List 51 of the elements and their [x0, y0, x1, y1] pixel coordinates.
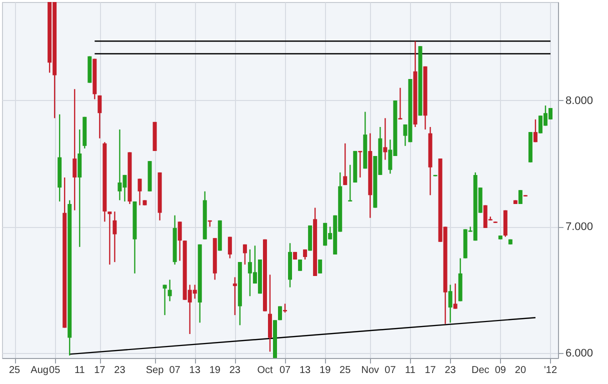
x-tick-label: 17 — [424, 365, 436, 376]
candlestick — [348, 164, 352, 202]
candlestick — [228, 236, 232, 259]
x-tick-label: 09 — [494, 365, 506, 376]
x-tick-label: 20 — [514, 365, 526, 376]
candlestick — [178, 221, 182, 262]
x-tick-label: '12 — [544, 365, 558, 376]
candlestick — [383, 118, 388, 160]
x-tick-label: 11 — [74, 365, 86, 376]
x-tick-label: Nov — [361, 365, 380, 376]
candlestick — [72, 88, 77, 211]
x-tick-label: 25 — [340, 365, 352, 376]
x-tick-label: 05 — [49, 365, 61, 376]
y-tick-label: 7.000 — [566, 221, 594, 234]
candlestick — [112, 210, 117, 263]
candlestick — [168, 279, 172, 302]
candlestick — [318, 258, 322, 274]
candlestick — [108, 210, 112, 266]
candlestick — [232, 276, 237, 316]
x-tick-label: 13 — [299, 365, 312, 376]
candlestick — [343, 142, 348, 186]
y-tick-label: 6.000 — [566, 347, 594, 360]
candlestick — [453, 282, 458, 310]
candlestick — [448, 284, 452, 324]
x-tick-label: 07 — [279, 365, 292, 376]
candlestick — [298, 258, 302, 272]
y-tick-label: 8.000 — [566, 94, 594, 107]
x-tick-label: 23 — [444, 365, 456, 376]
x-tick-label: Sep — [146, 365, 164, 376]
candlestick — [398, 87, 402, 120]
x-tick-label: 07 — [169, 365, 181, 376]
x-tick-label: 13 — [189, 365, 201, 376]
candlestick — [518, 190, 522, 205]
x-tick-label: 17 — [94, 365, 106, 376]
x-tick-label: 25 — [8, 365, 21, 376]
x-tick-label: 07 — [384, 365, 396, 376]
x-tick-label: 23 — [229, 365, 241, 376]
candlestick — [533, 118, 538, 143]
candlestick — [268, 274, 272, 352]
candlestick — [138, 178, 142, 206]
candlestick — [78, 128, 82, 248]
x-tick-label: 19 — [209, 365, 221, 376]
x-tick-label: Oct — [257, 365, 273, 376]
x-tick-label: 11 — [405, 365, 416, 376]
x-tick-label: 19 — [320, 365, 332, 376]
x-tick-label: Dec — [471, 365, 490, 376]
candlestick — [98, 94, 102, 139]
candlestick — [162, 284, 167, 316]
candlestick — [242, 244, 247, 266]
x-tick-label: Aug — [30, 365, 48, 376]
x-tick-label: 23 — [114, 365, 126, 376]
